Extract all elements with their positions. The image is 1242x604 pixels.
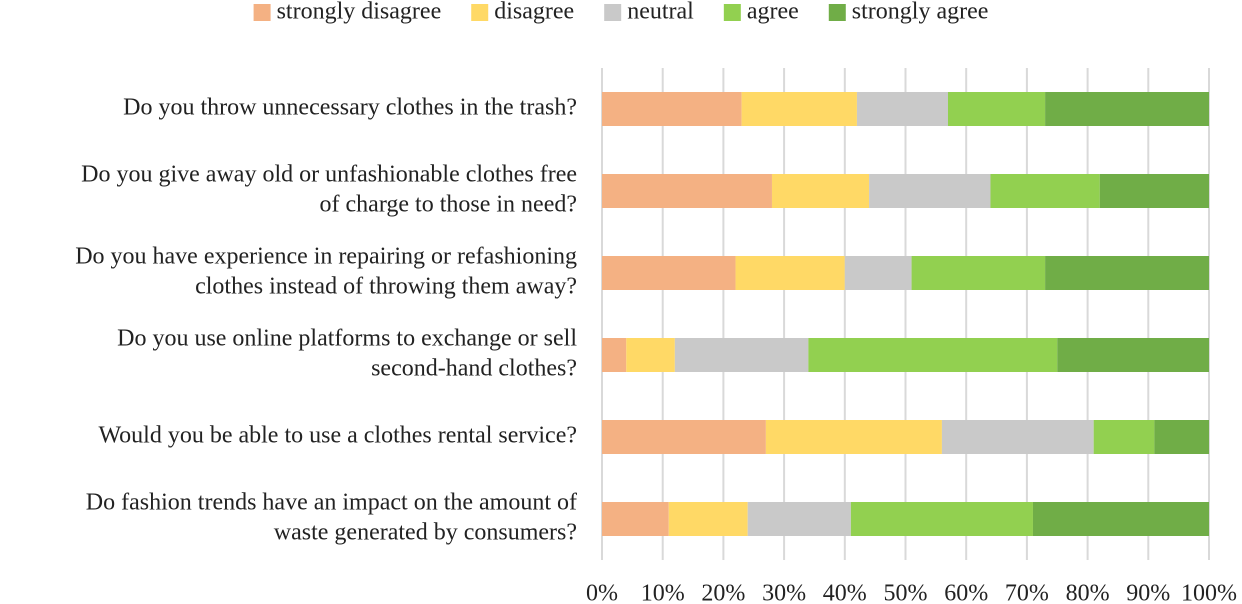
legend-swatch (253, 4, 271, 21)
bar-segment (1045, 92, 1209, 126)
bar-segment (990, 174, 1100, 208)
legend-label: strongly disagree (277, 0, 442, 25)
bar-segment (941, 420, 1094, 454)
x-tick-label: 90% (1126, 581, 1170, 604)
bar-segment (602, 256, 736, 290)
legend-swatch (723, 4, 741, 21)
legend-label: disagree (494, 0, 574, 25)
bar-segment (602, 338, 627, 372)
legend-label: neutral (627, 0, 694, 25)
bar-segment (747, 502, 851, 536)
category-label: of charge to those in need? (320, 192, 577, 218)
bar-segment (771, 174, 870, 208)
legend-swatch (604, 4, 622, 21)
x-tick-label: 20% (701, 581, 745, 604)
x-tick-label: 40% (823, 581, 867, 604)
bar-segment (1093, 420, 1155, 454)
x-tick-label: 50% (884, 581, 928, 604)
category-label: Do you have experience in repairing or r… (75, 244, 577, 270)
legend-label: strongly agree (852, 0, 989, 25)
bar-segment (1099, 174, 1209, 208)
bar-segment (626, 338, 675, 372)
x-tick-label: 10% (641, 581, 685, 604)
bar-segment (911, 256, 1046, 290)
bar-segment (808, 338, 1058, 372)
category-label: waste generated by consumers? (274, 520, 577, 546)
legend-swatch (828, 4, 846, 21)
category-label: Do fashion trends have an impact on the … (86, 490, 577, 516)
bar-segment (735, 256, 845, 290)
bar-segment (850, 502, 1033, 536)
category-label: Do you use online platforms to exchange … (117, 326, 577, 352)
category-label: second-hand clothes? (371, 356, 577, 382)
x-tick-label: 30% (762, 581, 806, 604)
bar-segment (602, 420, 766, 454)
x-tick-label: 70% (1005, 581, 1049, 604)
bar-segment (1154, 420, 1209, 454)
bar-segment (602, 502, 669, 536)
bar-segment (1032, 502, 1209, 536)
bar-segment (1045, 256, 1209, 290)
bar-segment (765, 420, 942, 454)
x-tick-label: 80% (1066, 581, 1110, 604)
bar-segment (602, 174, 772, 208)
legend-swatch (471, 4, 489, 21)
category-label: clothes instead of throwing them away? (195, 274, 577, 300)
bar-segment (856, 92, 948, 126)
bar-segment (602, 92, 742, 126)
bar-segment (668, 502, 748, 536)
legend-label: agree (747, 0, 799, 25)
x-tick-label: 100% (1181, 581, 1237, 604)
bar-segment (869, 174, 991, 208)
bar-segment (947, 92, 1046, 126)
category-label: Do you give away old or unfashionable cl… (81, 162, 577, 188)
bar-segment (741, 92, 857, 126)
category-label: Do you throw unnecessary clothes in the … (123, 95, 577, 121)
category-label: Would you be able to use a clothes renta… (98, 423, 577, 449)
bar-segment (1057, 338, 1209, 372)
x-tick-label: 0% (586, 581, 618, 604)
x-tick-label: 60% (944, 581, 988, 604)
bar-segment (844, 256, 912, 290)
bar-segment (674, 338, 809, 372)
